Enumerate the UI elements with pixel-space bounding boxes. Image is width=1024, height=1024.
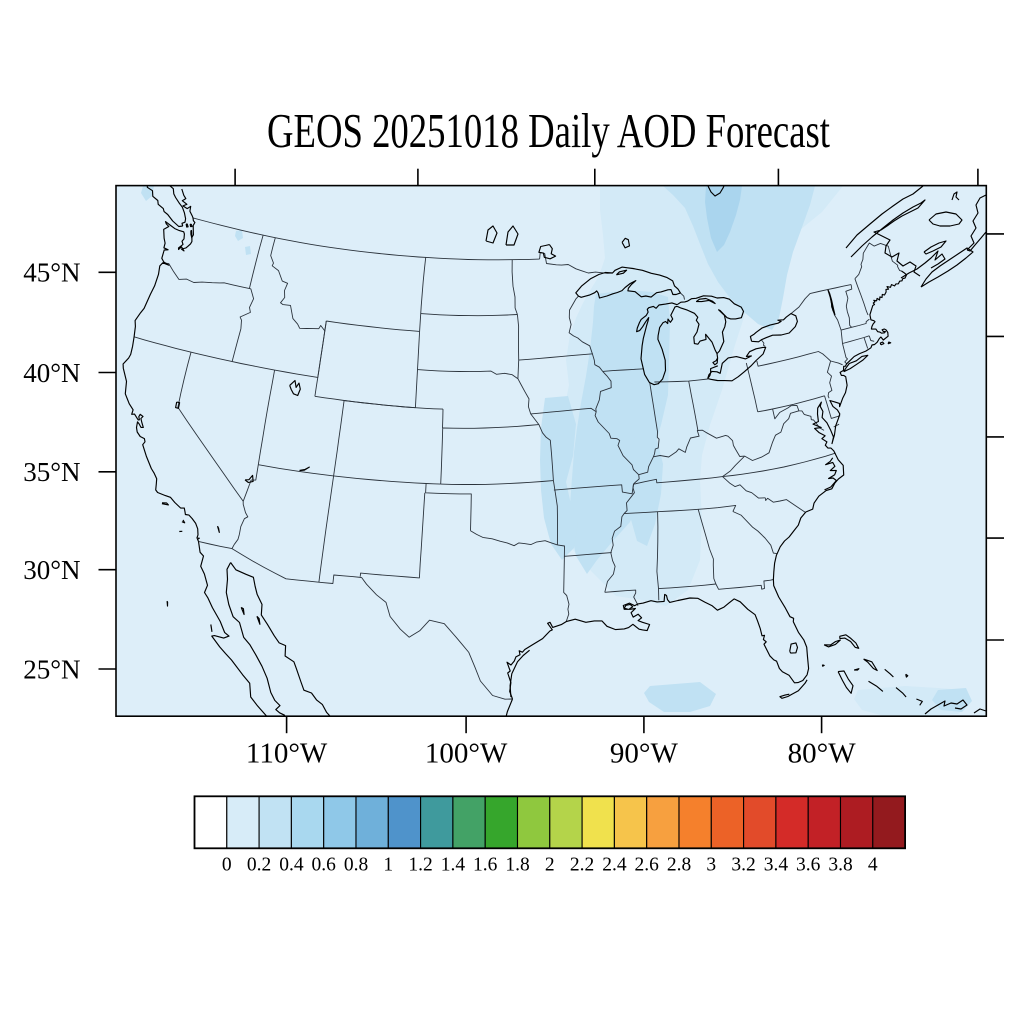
svg-text:1.4: 1.4 [441, 854, 466, 875]
svg-text:2.4: 2.4 [602, 854, 627, 875]
svg-text:35°N: 35°N [23, 457, 80, 487]
svg-text:3.8: 3.8 [828, 854, 852, 875]
svg-text:0.4: 0.4 [279, 854, 304, 875]
svg-text:1.8: 1.8 [505, 854, 529, 875]
svg-text:3: 3 [706, 854, 716, 875]
svg-text:3.6: 3.6 [796, 854, 821, 875]
svg-text:110°W: 110°W [246, 737, 328, 769]
svg-text:3.2: 3.2 [731, 854, 755, 875]
svg-text:2: 2 [545, 854, 555, 875]
svg-text:0.2: 0.2 [247, 854, 271, 875]
svg-text:1: 1 [383, 854, 393, 875]
svg-text:25°N: 25°N [23, 654, 80, 684]
svg-text:45°N: 45°N [23, 258, 80, 288]
svg-text:100°W: 100°W [425, 737, 508, 769]
svg-text:0.8: 0.8 [344, 854, 368, 875]
svg-text:80°W: 80°W [788, 737, 857, 769]
svg-text:1.2: 1.2 [408, 854, 432, 875]
svg-text:1.6: 1.6 [473, 854, 498, 875]
svg-text:40°N: 40°N [23, 358, 80, 388]
svg-text:3.4: 3.4 [764, 854, 789, 875]
svg-text:2.6: 2.6 [635, 854, 660, 875]
svg-text:2.2: 2.2 [570, 854, 594, 875]
svg-text:GEOS 20251018 Daily AOD Foreca: GEOS 20251018 Daily AOD Forecast [267, 103, 830, 158]
svg-text:0: 0 [222, 854, 232, 875]
svg-text:30°N: 30°N [23, 555, 80, 585]
svg-text:4: 4 [868, 854, 878, 875]
svg-text:90°W: 90°W [610, 737, 679, 769]
svg-text:2.8: 2.8 [667, 854, 691, 875]
svg-text:0.6: 0.6 [312, 854, 337, 875]
